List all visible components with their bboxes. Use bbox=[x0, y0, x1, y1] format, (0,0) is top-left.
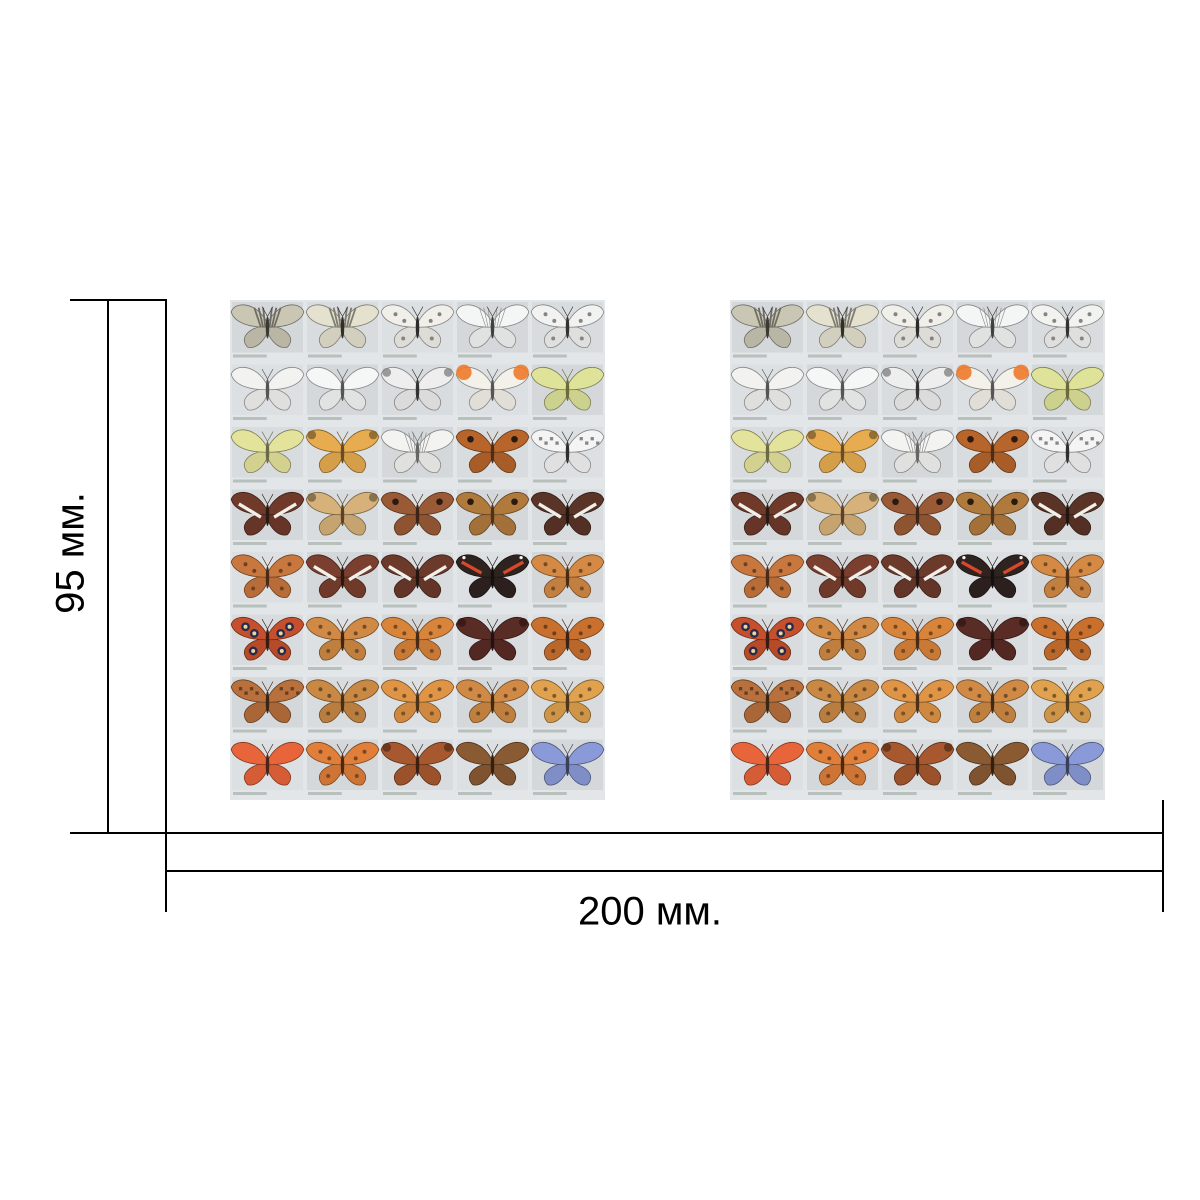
butterfly-tile-black-veined-white bbox=[455, 302, 530, 358]
butterfly-sheet-right-image bbox=[730, 300, 1105, 800]
butterfly-tile-purple-shot-copper bbox=[380, 739, 455, 795]
butterfly-tile-red-admiral bbox=[955, 552, 1030, 608]
butterfly-tile-green-veined-white bbox=[380, 364, 455, 420]
width-right-tick bbox=[1162, 800, 1164, 912]
butterfly-tile-black-veined-white bbox=[955, 302, 1030, 358]
butterfly-tile-white-admiral-2 bbox=[380, 552, 455, 608]
butterfly-tile-white-admiral bbox=[230, 489, 305, 545]
butterfly-tile-map bbox=[230, 552, 305, 608]
butterfly-tile-clouded-yellow-2 bbox=[805, 427, 880, 483]
butterfly-tile-swallowtail bbox=[730, 302, 805, 358]
butterfly-tile-large-white bbox=[730, 364, 805, 420]
butterfly-tile-common-blue bbox=[530, 739, 605, 795]
butterfly-tile-ringlet bbox=[455, 489, 530, 545]
butterfly-tile-poplar-admiral bbox=[1030, 489, 1105, 545]
butterfly-tile-red-admiral bbox=[455, 552, 530, 608]
height-rail-right bbox=[165, 299, 167, 834]
butterfly-tile-apollo bbox=[380, 302, 455, 358]
butterfly-sheet-right bbox=[730, 300, 1105, 800]
butterfly-tile-heath-fritillary bbox=[230, 677, 305, 733]
butterfly-tile-dark-green-fritillary bbox=[530, 677, 605, 733]
butterfly-tile-large-white bbox=[230, 364, 305, 420]
butterfly-tile-brimstone bbox=[1030, 364, 1105, 420]
width-left-tick bbox=[165, 800, 167, 912]
butterfly-tile-scarce-swallowtail bbox=[805, 302, 880, 358]
butterfly-tile-wall bbox=[880, 489, 955, 545]
butterfly-tile-small-white bbox=[305, 364, 380, 420]
butterfly-tile-peacock bbox=[730, 614, 805, 670]
butterfly-tile-small-tortoiseshell bbox=[805, 614, 880, 670]
butterfly-tile-white bbox=[1030, 302, 1105, 358]
butterfly-tile-green-veined-white bbox=[880, 364, 955, 420]
butterfly-tile-comma bbox=[530, 614, 605, 670]
butterfly-tile-clouded-yellow-2 bbox=[305, 427, 380, 483]
butterfly-tile-clouded-yellow bbox=[730, 427, 805, 483]
height-bottom-tick bbox=[70, 832, 167, 834]
butterfly-tile-map bbox=[730, 552, 805, 608]
butterfly-tile-silver-washed-fritillary bbox=[455, 677, 530, 733]
butterfly-tile-camberwell-beauty bbox=[955, 614, 1030, 670]
width-dimension-label: 200 мм. bbox=[578, 889, 722, 934]
butterfly-tile-white-admiral-2 bbox=[880, 552, 955, 608]
butterfly-tile-large-tortoiseshell bbox=[380, 614, 455, 670]
butterfly-tile-poplar-admiral bbox=[530, 489, 605, 545]
butterfly-tile-ringlet bbox=[955, 489, 1030, 545]
butterfly-tile-comma bbox=[1030, 614, 1105, 670]
butterfly-tile-fritillary bbox=[305, 677, 380, 733]
butterfly-tile-marbled-white bbox=[1030, 427, 1105, 483]
butterfly-tile-heath-fritillary bbox=[730, 677, 805, 733]
butterfly-tile-marbled-white bbox=[530, 427, 605, 483]
butterfly-tile-small-tortoiseshell bbox=[305, 614, 380, 670]
height-rail-left bbox=[107, 299, 109, 834]
butterfly-sheet-left bbox=[230, 300, 605, 800]
butterfly-tile-white-admiral bbox=[730, 489, 805, 545]
butterfly-tile-orange-tip bbox=[455, 364, 530, 420]
butterfly-tile-fritillary-2 bbox=[880, 677, 955, 733]
butterfly-tile-meadow-brown bbox=[455, 427, 530, 483]
butterfly-tile-painted-lady bbox=[530, 552, 605, 608]
butterfly-tile-painted-lady bbox=[1030, 552, 1105, 608]
butterfly-tile-scarce-swallowtail bbox=[305, 302, 380, 358]
butterfly-tile-apollo bbox=[880, 302, 955, 358]
butterfly-sheet-left-image bbox=[230, 300, 605, 800]
butterfly-tile-scarce-copper bbox=[730, 739, 805, 795]
butterfly-tile-small-copper bbox=[805, 739, 880, 795]
height-top-tick bbox=[70, 299, 167, 301]
butterfly-tile-fritillary bbox=[805, 677, 880, 733]
butterfly-tile-orange-tip bbox=[955, 364, 1030, 420]
width-rail-top bbox=[165, 832, 1164, 834]
butterfly-tile-meadow-brown bbox=[955, 427, 1030, 483]
butterfly-tile-brimstone bbox=[530, 364, 605, 420]
butterfly-tile-camberwell-beauty bbox=[455, 614, 530, 670]
butterfly-tile-purple-emperor bbox=[305, 552, 380, 608]
butterfly-tile-small-white bbox=[805, 364, 880, 420]
butterfly-tile-grayling bbox=[305, 489, 380, 545]
butterfly-tile-large-tortoiseshell bbox=[880, 614, 955, 670]
width-rail-bottom bbox=[165, 870, 1164, 872]
butterfly-tile-fritillary-2 bbox=[380, 677, 455, 733]
butterfly-tile-small-copper bbox=[305, 739, 380, 795]
butterfly-tile-white bbox=[530, 302, 605, 358]
butterfly-tile-purple-shot-copper bbox=[880, 739, 955, 795]
butterfly-tile-scarce-copper bbox=[230, 739, 305, 795]
butterfly-tile-grayling bbox=[805, 489, 880, 545]
butterfly-tile-wood-white bbox=[380, 427, 455, 483]
butterfly-tile-swallowtail bbox=[230, 302, 305, 358]
height-dimension-label: 95 мм. bbox=[48, 492, 93, 614]
butterfly-tile-silver-washed-fritillary bbox=[955, 677, 1030, 733]
butterfly-tile-brown-argus bbox=[455, 739, 530, 795]
butterfly-tile-wall bbox=[380, 489, 455, 545]
butterfly-tile-wood-white bbox=[880, 427, 955, 483]
butterfly-tile-dark-green-fritillary bbox=[1030, 677, 1105, 733]
butterfly-tile-common-blue bbox=[1030, 739, 1105, 795]
butterfly-tile-brown-argus bbox=[955, 739, 1030, 795]
butterfly-tile-clouded-yellow bbox=[230, 427, 305, 483]
butterfly-tile-peacock bbox=[230, 614, 305, 670]
butterfly-tile-purple-emperor bbox=[805, 552, 880, 608]
